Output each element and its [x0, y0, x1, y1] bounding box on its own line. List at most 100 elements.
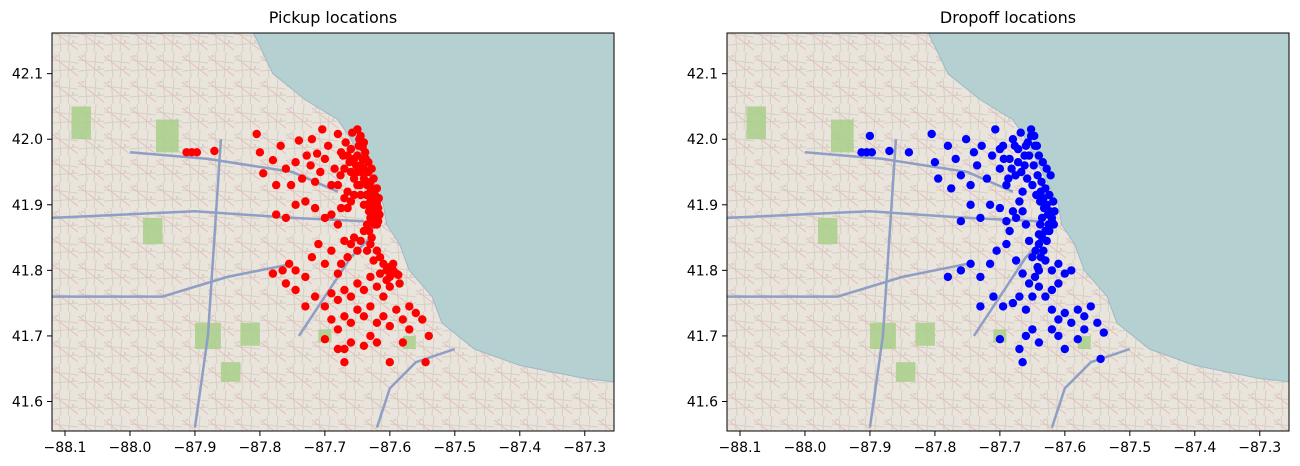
- data-point: [1018, 269, 1027, 278]
- data-point: [346, 318, 356, 327]
- data-point: [1008, 298, 1018, 308]
- chart-title: Pickup locations: [269, 8, 398, 27]
- data-point: [301, 302, 310, 311]
- data-point: [1028, 253, 1037, 262]
- x-tick-label: −87.7: [303, 440, 346, 456]
- data-point: [336, 148, 346, 157]
- data-point: [291, 200, 300, 209]
- data-point: [362, 220, 372, 229]
- data-point: [364, 167, 373, 177]
- data-point: [1022, 174, 1032, 183]
- data-point: [943, 272, 953, 282]
- data-point: [1013, 158, 1023, 167]
- data-point: [989, 292, 998, 301]
- data-point: [1039, 194, 1048, 203]
- data-point: [307, 135, 317, 144]
- data-point: [320, 154, 330, 164]
- data-point: [192, 148, 202, 157]
- data-point: [1031, 246, 1040, 255]
- data-point: [353, 279, 362, 288]
- data-point: [1029, 161, 1038, 170]
- park-area: [142, 217, 163, 245]
- data-point: [346, 239, 356, 249]
- data-point: [353, 125, 362, 134]
- data-point: [1018, 358, 1027, 367]
- data-point: [333, 180, 343, 190]
- data-point: [1034, 230, 1044, 239]
- data-point: [314, 239, 323, 249]
- data-point: [366, 331, 375, 341]
- data-point: [349, 174, 359, 183]
- data-point: [281, 164, 291, 173]
- data-point: [1036, 253, 1046, 262]
- chart-dropoff: Dropoff locations −88.1 −88.0 −87.9 −87.8 −87…: [687, 8, 1290, 456]
- data-point: [394, 270, 403, 280]
- park-area: [71, 106, 91, 140]
- data-point: [1015, 197, 1024, 206]
- data-point: [343, 187, 352, 196]
- y-tick-label: 41.6: [687, 394, 718, 410]
- data-point: [1024, 279, 1034, 288]
- data-point: [385, 358, 394, 367]
- data-point: [1030, 272, 1040, 282]
- y-tick-label: 42.0: [12, 132, 43, 148]
- data-point: [359, 285, 369, 295]
- data-point: [353, 305, 362, 314]
- data-point: [1010, 141, 1019, 150]
- data-point: [1045, 207, 1055, 216]
- data-point: [1080, 325, 1089, 334]
- data-point: [1080, 312, 1089, 321]
- y-tick-label: 42.1: [12, 67, 43, 83]
- data-point: [346, 292, 356, 301]
- data-point: [1042, 236, 1051, 246]
- data-point: [343, 151, 352, 160]
- data-point: [1099, 328, 1109, 337]
- data-point: [297, 174, 307, 183]
- y-tick-label: 41.7: [12, 329, 43, 345]
- data-point: [969, 148, 979, 157]
- data-point: [1017, 167, 1026, 177]
- data-point: [1054, 315, 1063, 324]
- data-point: [367, 233, 376, 242]
- data-point: [1002, 180, 1011, 190]
- data-point: [379, 292, 388, 301]
- data-point: [210, 146, 219, 156]
- data-point: [1039, 246, 1048, 255]
- data-point: [1033, 262, 1042, 272]
- park-area: [746, 106, 766, 140]
- data-point: [1034, 239, 1044, 249]
- data-point: [358, 142, 367, 152]
- data-point: [1054, 259, 1063, 268]
- data-point: [956, 217, 966, 226]
- data-point: [1026, 125, 1036, 134]
- data-point: [333, 269, 343, 278]
- data-point: [927, 129, 936, 139]
- park-area: [155, 119, 179, 153]
- park-area: [240, 322, 260, 346]
- data-point: [976, 272, 985, 282]
- data-point: [951, 154, 960, 164]
- data-point: [359, 200, 369, 209]
- x-tick-label: −87.3: [1238, 440, 1281, 456]
- data-point: [307, 253, 317, 262]
- x-tick-label: −88.0: [784, 440, 827, 456]
- data-point: [977, 141, 986, 150]
- highway: [868, 139, 898, 428]
- data-point: [1030, 131, 1039, 141]
- data-point: [966, 180, 975, 190]
- data-point: [268, 269, 278, 278]
- data-point: [1034, 151, 1044, 160]
- y-tick-label: 41.7: [687, 329, 718, 345]
- plot-frame: [51, 32, 615, 432]
- data-point: [1073, 335, 1083, 344]
- data-point: [375, 269, 385, 278]
- data-point: [947, 184, 956, 193]
- data-point: [966, 259, 975, 268]
- data-point: [286, 180, 296, 190]
- highway: [727, 262, 968, 298]
- y-tick-label: 42.1: [687, 67, 718, 83]
- data-point: [985, 200, 995, 209]
- data-point: [372, 246, 382, 255]
- data-point: [294, 136, 304, 145]
